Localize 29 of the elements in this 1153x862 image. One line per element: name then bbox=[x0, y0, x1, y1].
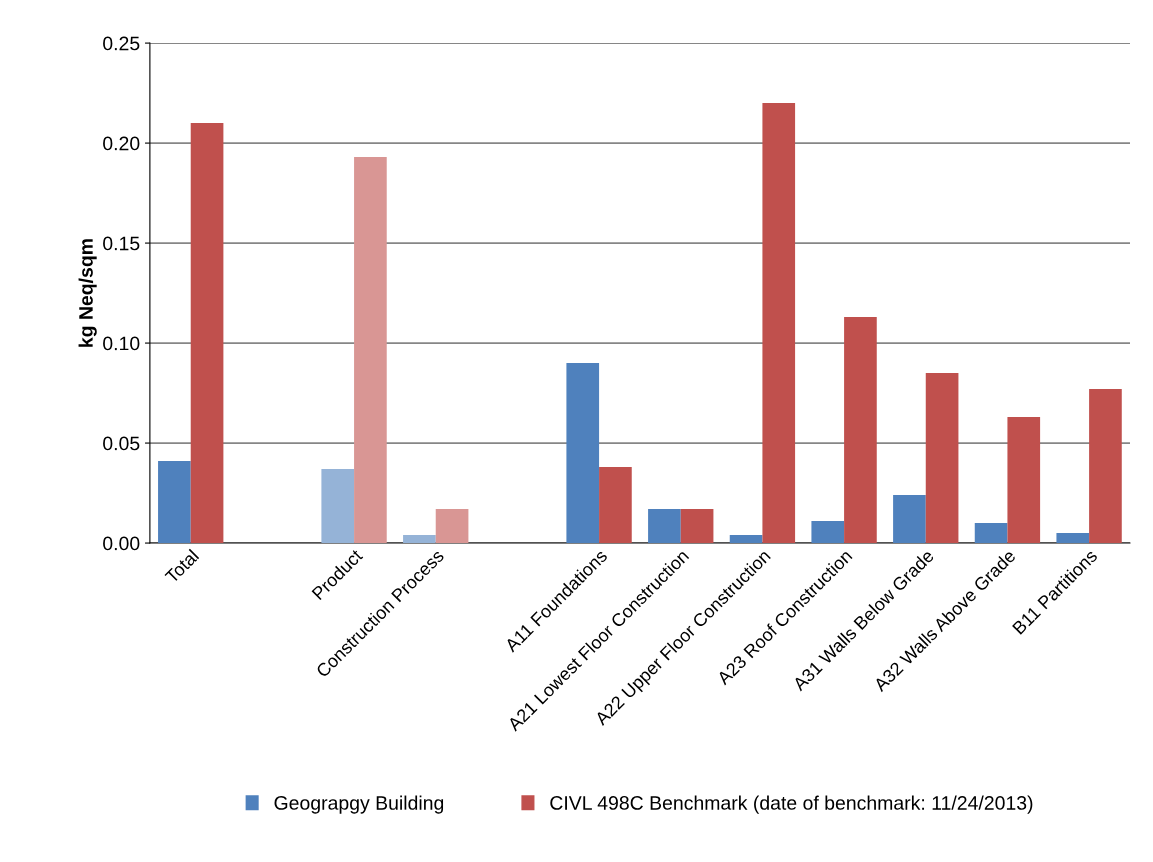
y-axis-title: kg Neq/sqm bbox=[78, 239, 97, 347]
bar bbox=[566, 363, 600, 544]
bar bbox=[1089, 389, 1122, 544]
bar bbox=[354, 157, 387, 544]
bar bbox=[648, 509, 681, 544]
bar bbox=[680, 509, 714, 544]
bar bbox=[435, 509, 469, 544]
y-tick-label: 0.25 bbox=[103, 36, 140, 51]
legend-label: Geograpgy Building bbox=[274, 795, 444, 814]
bar bbox=[599, 467, 632, 544]
bar bbox=[158, 461, 191, 544]
y-tick-label: 0.10 bbox=[103, 336, 140, 351]
bar bbox=[729, 535, 763, 544]
bar bbox=[811, 521, 845, 544]
bar bbox=[974, 523, 1008, 544]
bar bbox=[190, 123, 224, 544]
bar bbox=[321, 469, 355, 544]
bar bbox=[403, 535, 436, 544]
bar bbox=[1007, 417, 1041, 544]
bar bbox=[893, 495, 926, 544]
y-tick-label: 0.20 bbox=[103, 136, 140, 151]
bar bbox=[762, 103, 796, 544]
y-tick-label: 0.00 bbox=[103, 536, 140, 551]
bar bbox=[925, 373, 959, 544]
y-tick-label: 0.05 bbox=[103, 436, 140, 451]
bar bbox=[844, 317, 877, 544]
bar bbox=[1056, 533, 1090, 544]
legend-label: CIVL 498C Benchmark (date of benchmark: 11/24/2013) bbox=[550, 795, 1033, 814]
y-tick-label: 0.15 bbox=[103, 236, 140, 251]
